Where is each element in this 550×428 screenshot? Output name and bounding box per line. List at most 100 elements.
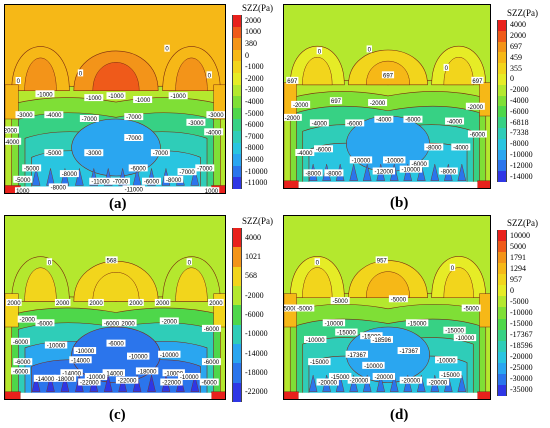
contour-label: -4000 [295,149,315,157]
stress-spike [376,375,385,392]
svg-text:-5000: -5000 [391,297,407,303]
svg-text:-20000: -20000 [402,379,421,385]
legend-swatch [232,84,242,97]
legend-swatch [232,247,242,268]
svg-text:-10000: -10000 [87,375,106,381]
svg-text:-14000: -14000 [62,371,81,377]
svg-text:1000: 1000 [16,189,30,194]
svg-text:1000: 1000 [205,189,219,194]
svg-text:-14000: -14000 [36,377,55,383]
contour-label: 2000 [208,298,224,307]
stress-spike [430,164,440,181]
legend-swatch [232,382,242,403]
contour-label: 0 [15,77,22,85]
contour-label: 2000 [88,298,104,307]
svg-text:-1000: -1000 [135,98,151,104]
svg-text:-3000: -3000 [86,151,102,157]
svg-text:5000: 5000 [284,307,298,313]
svg-text:-10000: -10000 [47,344,66,350]
legend-level-label: -17367 [510,330,533,340]
edge-concentration [284,82,297,117]
legend-level-label: 697 [510,42,522,51]
contour-label: -6000 [11,367,31,375]
svg-text:-8000: -8000 [326,171,342,177]
edge-concentration [213,293,225,328]
legend-level-label: 1000 [245,27,261,37]
contour-label: -8000 [59,170,79,178]
contour-label: 0 [314,258,320,266]
colorbar-legend-c: SZZ(Pa) 4000 1021 568 -2000 -6000 -10000 -14000… [232,216,282,403]
contour-label: -5000 [22,164,42,172]
contour-label: 0 [316,47,323,55]
panel-caption: (c) [109,407,126,423]
svg-text:-14000: -14000 [71,358,90,364]
contour-label: -15000 [405,319,429,327]
contour-label: -6000 [13,358,33,366]
contour-label: -4000 [451,143,471,151]
edge-concentration [5,293,19,328]
legend-swatch [232,73,242,86]
svg-text:0: 0 [165,47,169,53]
contour-label: -3000 [206,111,225,119]
colorbar-legend-d: SZZ(Pa) 10000 5000 1791 1294 957 0 -5000 -10000 -… [497,218,547,397]
contour-label: -15000 [308,358,331,366]
legend-swatch [497,95,507,107]
edge-concentration [213,84,225,120]
svg-text:697: 697 [331,99,342,105]
stress-spike [60,375,70,392]
panel-caption: (a) [109,196,127,212]
svg-text:0: 0 [208,73,212,79]
contour-label: -5000 [388,295,408,303]
contour-label: -2000 [284,113,302,122]
svg-text:-8000: -8000 [426,145,442,151]
stress-spike [147,375,156,392]
contour-label: -6000 [35,319,55,327]
svg-text:-7000: -7000 [126,115,142,121]
svg-text:-6000: -6000 [405,118,421,124]
svg-text:-6000: -6000 [204,360,220,366]
contour-label: -7000 [195,164,215,172]
legend-swatch [497,329,507,342]
svg-text:-8000: -8000 [441,170,457,176]
svg-text:-17367: -17367 [399,349,418,355]
legend-level-label: -12000 [510,160,533,170]
legend-level-label: -6000 [245,120,264,130]
contour-label: -6000 [128,164,148,172]
legend-level-label: 10000 [510,230,530,240]
contour-label: -22000 [160,378,183,387]
svg-text:-10000: -10000 [164,371,183,377]
legend-level-label: -25000 [510,363,533,373]
svg-text:-8000: -8000 [166,178,182,184]
contour-label: -7000 [177,168,197,176]
central-compression-lobe [71,118,161,177]
legend-level-label: -3000 [245,85,264,95]
contour-label: -10000 [435,356,458,364]
contour-label: -20000 [399,376,423,385]
svg-text:697: 697 [383,73,394,79]
svg-text:0: 0 [318,49,322,55]
legend-swatch [497,84,507,97]
svg-text:-10000: -10000 [456,336,475,342]
svg-text:-4000: -4000 [376,118,392,124]
svg-text:-6000: -6000 [316,147,332,153]
tension-dome-core [443,267,474,298]
svg-text:-7000: -7000 [126,136,142,142]
legend-level-label: -7338 [510,128,529,138]
svg-text:-10000: -10000 [129,355,148,361]
contour-label: -10000 [162,369,185,377]
legend-swatch [497,351,507,364]
svg-text:-10000: -10000 [364,364,383,370]
contour-field-b: 0 0 0 697 697 697 697 -2000 -2000 -2000 -2000 -4000… [284,5,490,188]
legend-level-label: 355 [510,63,522,73]
contour-label: -8000 [424,143,444,151]
contour-label: -7000 [124,134,144,142]
legend-level-label: 380 [245,39,257,48]
svg-text:-18000: -18000 [138,369,157,375]
contour-label: 2000 [128,298,144,307]
svg-text:-10000: -10000 [402,168,421,174]
contour-label: -20000 [347,376,371,385]
svg-text:-8000: -8000 [51,185,67,191]
contour-label: -2000 [159,317,179,325]
legend-level-label: -10000 [245,166,268,176]
contour-label: -10000 [362,361,385,370]
